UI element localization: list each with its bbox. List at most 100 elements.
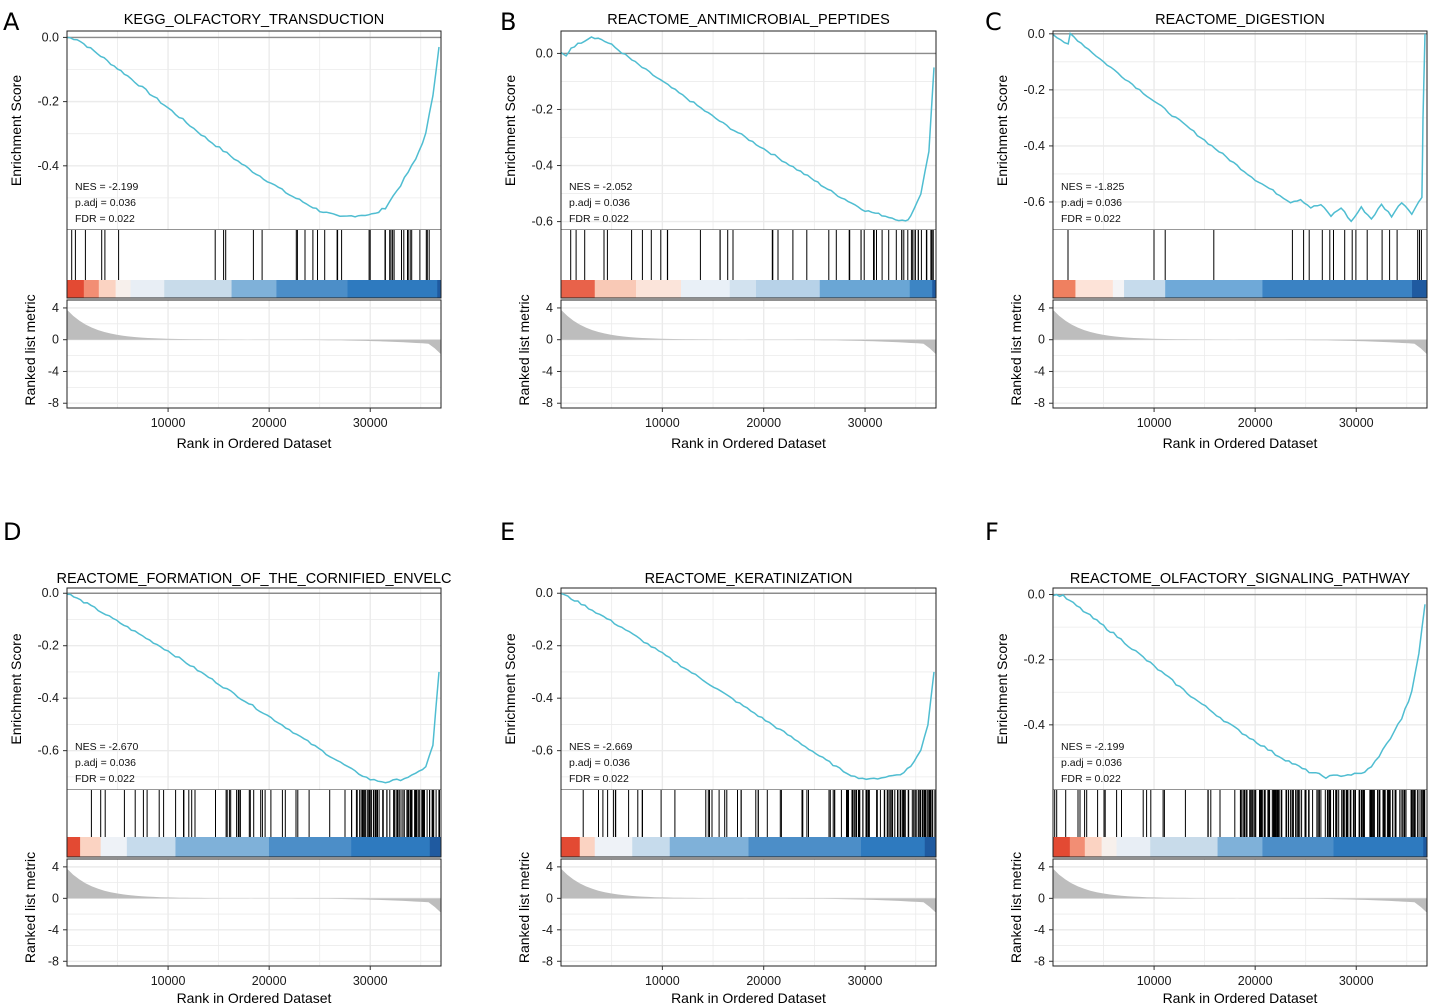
xtick-label: 30000: [1339, 416, 1374, 430]
rank-color-segment: [98, 280, 117, 298]
metric-ylabel: Ranked list metric: [22, 852, 38, 963]
stat-annotation: p.adj = 0.036: [75, 757, 136, 769]
rank-color-segment: [429, 837, 442, 857]
rank-color-segment: [579, 837, 596, 857]
es-ytick-label: 0.0: [536, 586, 553, 600]
rank-color-segment: [164, 280, 233, 298]
rank-color-segment: [1053, 837, 1071, 857]
es-ytick-label: 0.0: [42, 30, 59, 44]
panel-title: REACTOME_ANTIMICROBIAL_PEPTIDES: [607, 12, 890, 28]
hit-barcode: [1054, 790, 1426, 837]
hit-barcode: [570, 230, 934, 280]
rank-color-segment: [681, 280, 731, 298]
metric-ytick-label: -4: [1034, 923, 1045, 937]
xtick-label: 10000: [1137, 974, 1172, 988]
es-ytick-label: -0.2: [531, 102, 553, 116]
es-ylabel: Enrichment Score: [994, 633, 1010, 744]
es-plot-background: [1053, 588, 1427, 790]
xtick-label: 10000: [1137, 416, 1172, 430]
rank-color-segment: [632, 837, 671, 857]
metric-plot-background: [561, 300, 936, 408]
es-ylabel: Enrichment Score: [502, 75, 518, 186]
metric-ytick-label: 0: [546, 891, 553, 905]
es-ytick-label: -0.2: [1023, 653, 1045, 667]
rank-color-segment: [909, 280, 933, 298]
metric-plot-border: [560, 858, 937, 967]
xlabel: Rank in Ordered Dataset: [671, 435, 826, 451]
metric-ytick-label: -8: [542, 396, 553, 410]
es-ytick-label: -0.6: [1023, 195, 1045, 209]
metric-ytick-label: 0: [52, 333, 59, 347]
metric-ytick-label: 4: [546, 860, 553, 874]
metric-ylabel: Ranked list metric: [1008, 294, 1024, 405]
stat-annotation: FDR = 0.022: [1061, 773, 1121, 785]
es-ytick-label: 0.0: [536, 46, 553, 60]
metric-ytick-label: -8: [1034, 396, 1045, 410]
stat-annotation: FDR = 0.022: [75, 773, 135, 785]
panel-b: B REACTOME_ANTIMICROBIAL_PEPTIDES 0.0 -0.2 -…: [500, 8, 937, 451]
rank-color-segment: [1150, 837, 1219, 857]
xlabel: Rank in Ordered Dataset: [177, 435, 332, 451]
es-curve-line: [66, 36, 440, 218]
xlabel: Rank in Ordered Dataset: [177, 990, 332, 1006]
metric-ytick-label: 4: [546, 301, 553, 315]
rank-color-segment: [126, 837, 176, 857]
es-curve-line: [560, 592, 935, 781]
rank-color-segment: [67, 837, 81, 857]
panel-c: C REACTOME_DIGESTION 0.0 -0.2 -0.4 -0.6 Enrich…: [985, 8, 1428, 451]
es-ytick-label: -0.4: [531, 691, 553, 705]
rank-color-segment: [1333, 837, 1424, 857]
rank-color-segment: [636, 280, 682, 298]
stat-annotation: NES = -1.825: [1061, 181, 1124, 193]
metric-ylabel: Ranked list metric: [516, 294, 532, 405]
xlabel: Rank in Ordered Dataset: [1163, 990, 1318, 1006]
hit-panel-background: [67, 230, 441, 280]
es-ytick-label: -0.2: [1023, 83, 1045, 97]
rank-color-segment: [1053, 280, 1076, 298]
upper-frame: [1052, 587, 1428, 858]
stat-annotation: p.adj = 0.036: [1061, 757, 1122, 769]
rank-color-segment: [1165, 280, 1263, 298]
rank-color-segment: [347, 280, 438, 298]
panel-title: REACTOME_FORMATION_OF_THE_CORNIFIED_ENVE…: [56, 571, 451, 587]
metric-ytick-label: -8: [48, 396, 59, 410]
panel-label: D: [3, 518, 21, 546]
panel-title: KEGG_OLFACTORY_TRANSDUCTION: [124, 12, 385, 28]
xtick-label: 20000: [1238, 974, 1273, 988]
metric-plot-background: [1053, 859, 1427, 966]
rank-color-segment: [861, 837, 926, 857]
es-ytick-label: -0.2: [531, 639, 553, 653]
xlabel: Rank in Ordered Dataset: [671, 990, 826, 1006]
rank-color-segment: [1217, 837, 1263, 857]
rank-color-segment: [1116, 837, 1151, 857]
rank-color-segment: [1124, 280, 1166, 298]
panel-label: F: [985, 518, 999, 546]
es-ylabel: Enrichment Score: [502, 633, 518, 744]
rank-color-segment: [437, 280, 442, 298]
xtick-label: 10000: [645, 416, 680, 430]
metric-ytick-label: 4: [52, 860, 59, 874]
stat-annotation: NES = -2.199: [75, 181, 138, 193]
hit-barcode: [90, 790, 440, 837]
metric-plot-background: [67, 300, 441, 408]
rank-color-segment: [756, 280, 821, 298]
stat-annotation: p.adj = 0.036: [75, 197, 136, 209]
hit-barcode: [1067, 230, 1422, 280]
metric-plot-border: [1052, 299, 1428, 409]
es-plot-background: [67, 31, 441, 230]
stat-annotation: NES = -2.669: [569, 741, 632, 753]
rank-color-segment: [351, 837, 431, 857]
es-ytick-label: -0.4: [531, 159, 553, 173]
xtick-label: 10000: [151, 974, 186, 988]
rank-color-segment: [594, 280, 637, 298]
es-plot-background: [561, 588, 936, 790]
metric-ytick-label: -8: [542, 954, 553, 968]
es-plot-background: [561, 31, 936, 230]
es-ytick-label: 0.0: [1028, 588, 1045, 602]
es-ytick-label: -0.4: [37, 691, 59, 705]
upper-frame: [560, 587, 937, 858]
stat-annotation: FDR = 0.022: [569, 213, 629, 225]
metric-plot-border: [66, 858, 442, 967]
upper-frame: [560, 30, 937, 299]
rank-color-segment: [669, 837, 749, 857]
